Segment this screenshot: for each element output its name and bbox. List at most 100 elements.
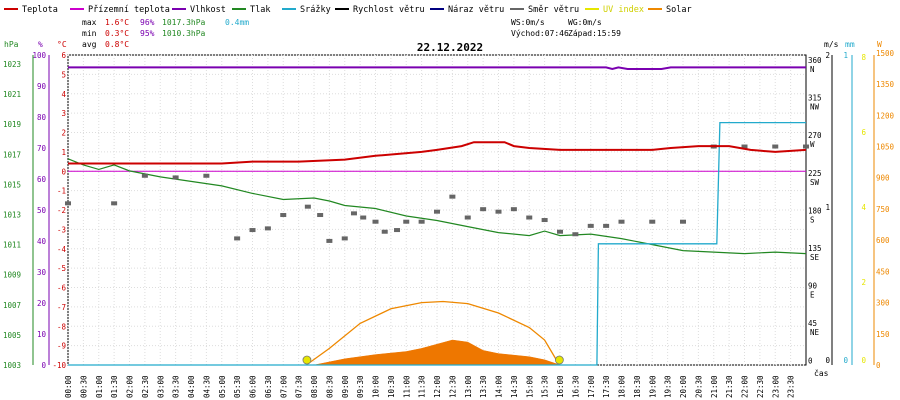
x-tick-label: 17:30	[602, 375, 611, 398]
x-tick-label: 17:00	[587, 375, 596, 398]
x-tick-label: 02:30	[141, 375, 150, 398]
temp-tick-label: 6	[61, 51, 66, 60]
hpa-tick-label: 1009	[3, 271, 21, 280]
dir-tick-label: 90	[808, 282, 818, 291]
x-tick-label: 23:00	[771, 375, 780, 398]
wind-direction-marker	[510, 207, 517, 212]
x-tick-label: 14:00	[495, 375, 504, 398]
x-tick-label: 08:00	[310, 375, 319, 398]
x-tick-label: 11:00	[402, 375, 411, 398]
hpa-tick-label: 1017	[3, 150, 21, 159]
wind-direction-marker	[381, 229, 388, 234]
dir-tick-label: 270	[808, 131, 822, 140]
hpa-tick-label: 1005	[3, 331, 21, 340]
x-tick-label: 11:30	[418, 375, 427, 398]
stats-max-label: max	[82, 18, 97, 27]
stats-panel: max 1.6°C 96% 1017.3hPa 0.4mm min 0.3°C …	[82, 18, 621, 49]
stats-min-press: 1010.3hPa	[162, 29, 206, 38]
wind-direction-marker	[772, 144, 779, 149]
w-tick-label: 750	[876, 205, 890, 214]
w-tick-label: 1200	[876, 111, 895, 120]
uv-tick-label: 8	[861, 53, 866, 62]
legend: Teplota Přízemní teplota Vlhkost Tlak Srážky…	[4, 5, 692, 15]
wind-direction-marker	[587, 223, 594, 228]
wind-direction-marker	[372, 219, 379, 224]
x-tick-label: 07:00	[279, 375, 288, 398]
stats-max-hum: 96%	[140, 18, 155, 27]
x-tick-label: 21:30	[725, 375, 734, 398]
wind-direction-marker	[495, 209, 502, 214]
pct-tick-label: 60	[37, 175, 47, 184]
solar-measured-area	[313, 339, 561, 366]
legend-label-9: Solar	[666, 5, 692, 15]
wind-direction-marker	[326, 238, 333, 243]
wind-direction-marker	[304, 204, 311, 209]
legend-label-6: Náraz větru	[448, 5, 504, 15]
dir-tick-compass: S	[810, 215, 815, 224]
pct-tick-label: 100	[32, 51, 46, 60]
stats-min-temp: 0.3°C	[105, 29, 129, 38]
pct-tick-label: 70	[37, 144, 47, 153]
pressure-line	[67, 158, 807, 255]
hpa-tick-label: 1015	[3, 180, 21, 189]
x-axis-label: čas	[814, 368, 829, 378]
dir-tick-label: 315	[808, 94, 822, 103]
legend-label-8: UV index	[603, 5, 644, 15]
legend-label-1: Přízemní teplota	[88, 5, 170, 15]
axis-unit-ms: m/s	[824, 40, 839, 49]
wind-direction-marker	[280, 213, 287, 218]
temp-tick-label: 0	[61, 167, 66, 176]
x-tick-label: 08:30	[325, 375, 334, 398]
wind-direction-marker	[418, 219, 425, 224]
w-tick-label: 450	[876, 267, 890, 276]
stats-min-hum: 95%	[140, 29, 155, 38]
wind-direction-marker	[741, 144, 748, 149]
legend-label-0: Teplota	[22, 5, 58, 15]
pct-tick-label: 80	[37, 113, 47, 122]
dir-tick-compass: NW	[810, 103, 820, 112]
plot-area	[65, 66, 809, 366]
wind-direction-marker	[434, 209, 440, 214]
temp-tick-label: -5	[57, 264, 66, 273]
uv-tick-label: 4	[861, 203, 866, 212]
temp-tick-label: -8	[57, 322, 67, 331]
temp-tick-label: -4	[57, 245, 67, 254]
hpa-tick-label: 1003	[3, 361, 21, 370]
dir-tick-compass: W	[810, 140, 815, 149]
hpa-tick-label: 1011	[3, 241, 21, 250]
temp-tick-label: -6	[57, 284, 67, 293]
wind-direction-marker	[249, 228, 256, 233]
pct-tick-label: 20	[37, 299, 47, 308]
dir-tick-compass: N	[810, 65, 815, 74]
x-tick-label: 12:00	[433, 375, 442, 398]
stats-max-temp: 1.6°C	[105, 18, 129, 27]
x-tick-label: 06:30	[264, 375, 273, 398]
wind-direction-marker	[541, 218, 548, 223]
x-tick-label: 03:00	[156, 375, 165, 398]
axis-unit-mm: mm	[845, 40, 855, 49]
x-tick-label: 18:00	[618, 375, 627, 398]
x-tick-label: 15:00	[525, 375, 534, 398]
hpa-tick-label: 1013	[3, 211, 21, 220]
mm-tick-label: 0	[843, 356, 848, 365]
temp-tick-label: 3	[61, 109, 66, 118]
ms-tick-label: 0	[825, 356, 830, 365]
mm-tick-label: 1	[843, 51, 848, 60]
x-tick-label: 23:30	[787, 375, 796, 398]
x-tick-label: 21:00	[710, 375, 719, 398]
rain-line	[68, 121, 806, 366]
dir-tick-label: 360	[808, 56, 822, 65]
dir-tick-compass: E	[810, 291, 815, 300]
temp-tick-label: 5	[61, 70, 66, 79]
x-tick-label: 05:00	[218, 375, 227, 398]
x-tick-label: 01:30	[110, 375, 119, 398]
x-tick-label: 04:00	[187, 375, 196, 398]
uv-marker	[554, 355, 564, 365]
x-tick-label: 00:00	[64, 375, 73, 398]
dir-tick-label: 225	[808, 169, 822, 178]
w-tick-label: 1500	[876, 49, 895, 58]
ms-tick-label: 1	[825, 203, 830, 212]
hpa-tick-label: 1019	[3, 120, 21, 129]
legend-label-5: Rychlost větru	[353, 5, 425, 15]
